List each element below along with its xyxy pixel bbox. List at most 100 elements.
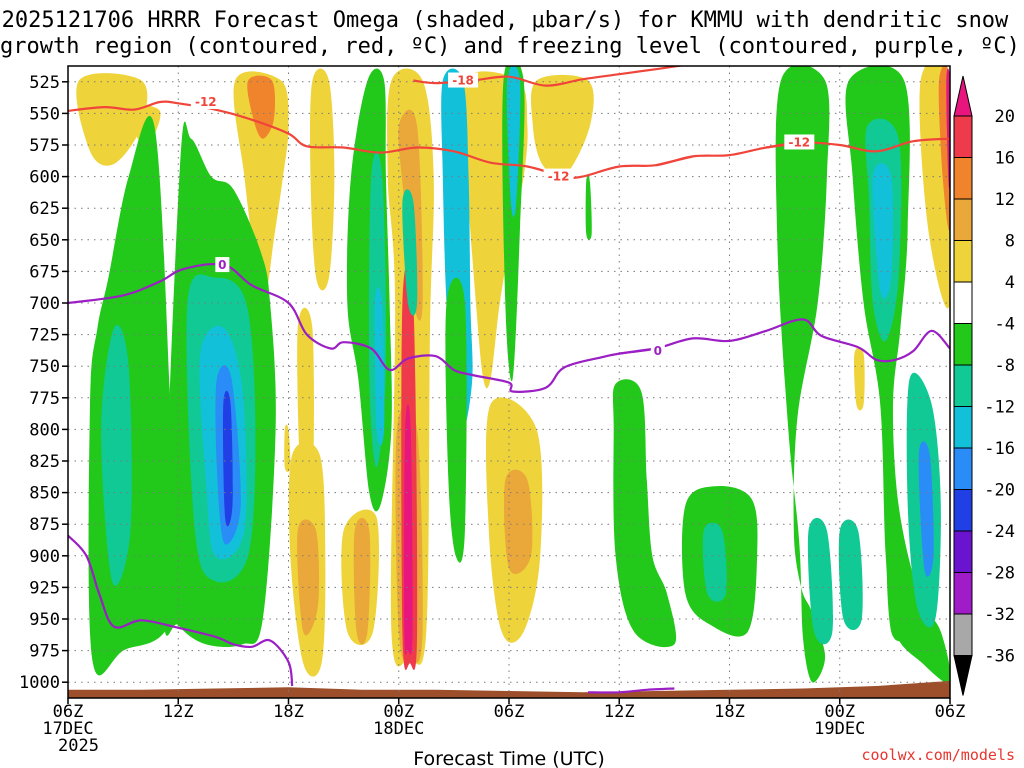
y-tick-label-625: 625 — [29, 199, 60, 219]
y-axis: 525 550 575 600 625 650 675 700 725 750 775 800 825 8… — [19, 73, 68, 693]
contour-line-0 — [413, 66, 682, 87]
colorbar-band-4 — [953, 281, 973, 324]
chart-title-line-2: growth region (contoured, red, ºC) and f… — [0, 34, 1020, 59]
x-tick-label-0-2: 2025 — [58, 736, 99, 756]
colorbar-band-11 — [953, 572, 973, 615]
contour-label-bg-5 — [650, 343, 665, 359]
contour-label-2: -12 — [548, 170, 570, 184]
colorbar-label-2: 12 — [995, 190, 1015, 210]
contour-line-2 — [655, 155, 694, 167]
contour-label-bg-2 — [543, 168, 574, 184]
y-tick-label-650: 650 — [29, 231, 60, 251]
x-axis-label: Forecast Time (UTC) — [413, 748, 604, 768]
omega-shading — [76, 66, 950, 684]
omega-region-20 — [853, 347, 865, 411]
omega-region-3 — [247, 75, 276, 139]
colorbar-band-9 — [953, 489, 973, 532]
colorbar-label-4: 4 — [1005, 273, 1015, 293]
y-tick-label-800: 800 — [29, 420, 60, 440]
y-tick-label-700: 700 — [29, 294, 60, 314]
colorbar-band-5 — [953, 323, 973, 366]
omega-region-36 — [585, 175, 592, 240]
colorbar-label-10: -24 — [984, 522, 1015, 542]
y-tick-label-600: 600 — [29, 168, 60, 188]
omega-region-0 — [76, 73, 148, 166]
colorbar-label-5: -4 — [995, 315, 1015, 335]
colorbar: 20 16 12 8 4 -4 -8 -12 -16 -20 -24 -28 -32 -36 — [953, 75, 1015, 696]
omega-region-17 — [503, 469, 533, 575]
y-tick-label-675: 675 — [29, 262, 60, 282]
y-tick-label-875: 875 — [29, 515, 60, 535]
contour-label-bg-0 — [448, 72, 479, 88]
y-tick-label-925: 925 — [29, 578, 60, 598]
credit-text: coolwx.com/models — [861, 746, 1015, 764]
contour-line-4 — [68, 263, 950, 393]
contour-label-0: -18 — [452, 74, 474, 88]
colorbar-label-3: 8 — [1005, 232, 1015, 252]
omega-region-45 — [918, 441, 934, 577]
contour-label-3: -12 — [788, 135, 810, 149]
colorbar-label-1: 16 — [995, 149, 1015, 169]
colorbar-band-8 — [953, 447, 973, 490]
x-tick-label-0-0: 06Z — [53, 702, 84, 722]
colorbar-label-11: -28 — [984, 564, 1015, 584]
omega-region-35 — [506, 66, 521, 218]
omega-region-51 — [445, 277, 467, 563]
omega-region-25 — [101, 324, 132, 586]
y-tick-label-950: 950 — [29, 610, 60, 630]
contour-line-7 — [587, 687, 675, 694]
omega-region-15 — [353, 517, 371, 645]
x-tick-label-48-0: 06Z — [935, 702, 966, 722]
omega-region-48 — [838, 519, 863, 631]
x-tick-label-12-0: 18Z — [273, 702, 304, 722]
contour-label-1: -12 — [195, 95, 217, 109]
colorbar-label-8: -16 — [984, 439, 1015, 459]
omega-region-4 — [310, 68, 335, 291]
contour-label-4: 0 — [218, 258, 226, 272]
x-tick-label-36-0: 18Z — [714, 702, 745, 722]
omega-region-40 — [807, 517, 834, 645]
omega-region-18 — [297, 307, 314, 514]
omega-region-39 — [775, 66, 830, 683]
y-tick-label-550: 550 — [29, 104, 60, 124]
colorbar-band-1 — [953, 157, 973, 200]
colorbar-label-9: -20 — [984, 481, 1015, 501]
omega-region-33 — [374, 287, 385, 446]
x-tick-label-0-1: 17DEC — [42, 719, 93, 739]
y-tick-label-900: 900 — [29, 547, 60, 567]
y-tick-label-1000: 1000 — [19, 673, 60, 693]
y-tick-label-575: 575 — [29, 136, 60, 156]
colorbar-label-6: -8 — [995, 356, 1015, 376]
x-tick-label-6-0: 12Z — [163, 702, 194, 722]
x-tick-label-30-0: 12Z — [604, 702, 635, 722]
y-tick-label-825: 825 — [29, 452, 60, 472]
contour-label-bg-1 — [190, 94, 221, 110]
y-tick-label-850: 850 — [29, 484, 60, 504]
omega-region-11 — [530, 74, 594, 179]
temperature-contours: -18 -12 -12 -12 0 0 — [68, 66, 950, 694]
colorbar-band-2 — [953, 198, 973, 241]
x-tick-label-42-0: 00Z — [824, 702, 855, 722]
terrain-fill — [68, 680, 950, 698]
omega-region-50 — [402, 189, 418, 316]
colorbar-band-0 — [953, 115, 973, 158]
omega-region-43 — [872, 163, 894, 299]
colorbar-band-12 — [953, 613, 973, 656]
x-tick-label-18-0: 00Z — [383, 702, 414, 722]
omega-region-37 — [612, 379, 677, 648]
y-tick-label-750: 750 — [29, 357, 60, 377]
colorbar-band-7 — [953, 406, 973, 449]
contour-label-5: 0 — [654, 344, 662, 358]
y-tick-label-525: 525 — [29, 73, 60, 93]
y-tick-label-775: 775 — [29, 389, 60, 409]
omega-region-46 — [886, 546, 907, 642]
colorbar-band-6 — [953, 364, 973, 407]
x-tick-label-42-1: 19DEC — [814, 719, 865, 739]
contour-label-bg-3 — [784, 134, 815, 150]
colorbar-label-13: -36 — [984, 647, 1015, 667]
colorbar-label-0: 20 — [995, 107, 1015, 127]
colorbar-band-10 — [953, 530, 973, 573]
omega-region-9 — [404, 404, 413, 655]
